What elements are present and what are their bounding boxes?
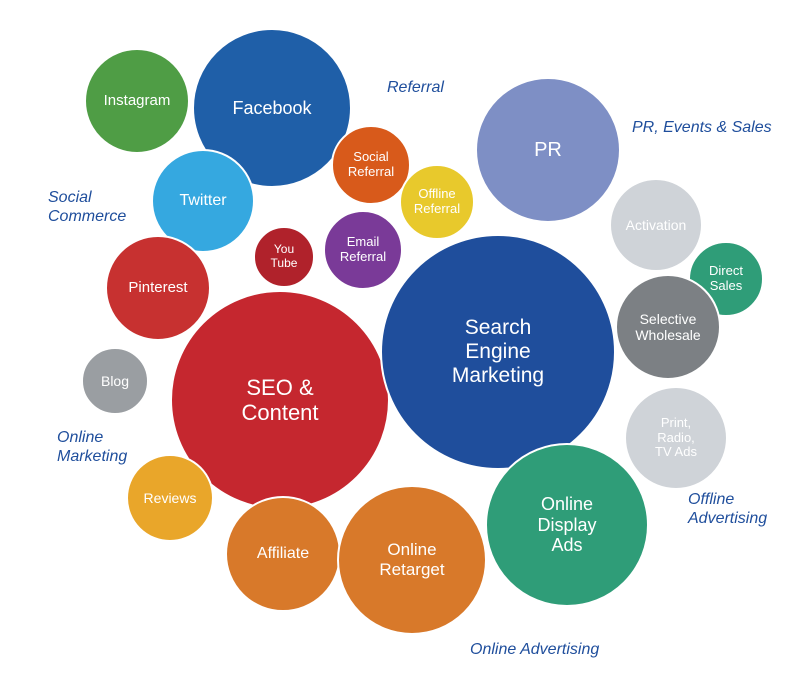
category-label-online-marketing: Online Marketing (57, 428, 127, 466)
bubble-label: Instagram (98, 92, 177, 109)
bubble-online-display: Online Display Ads (485, 443, 649, 607)
category-label-pr-events-sales: PR, Events & Sales (632, 118, 772, 137)
bubble-offline-referral: Offline Referral (399, 164, 475, 240)
category-label-online-advertising: Online Advertising (470, 640, 599, 659)
bubble-label: Facebook (226, 98, 317, 119)
bubble-affiliate: Affiliate (225, 496, 341, 612)
bubble-print-radio: Print, Radio, TV Ads (624, 386, 728, 490)
bubble-diagram: Instagram Facebook Twitter Social Referral O… (0, 0, 800, 700)
bubble-label: Social Referral (342, 150, 400, 180)
bubble-reviews: Reviews (126, 454, 214, 542)
bubble-youtube: You Tube (253, 226, 315, 288)
bubble-label: Direct Sales (703, 264, 749, 294)
category-label-social-commerce: Social Commerce (48, 188, 126, 226)
bubble-label: Reviews (138, 490, 203, 506)
bubble-label: Offline Referral (408, 187, 466, 217)
bubble-label: Online Retarget (373, 540, 450, 579)
bubble-label: Twitter (173, 192, 232, 210)
bubble-label: Search Engine Marketing (446, 316, 550, 388)
bubble-label: Activation (620, 217, 693, 233)
bubble-label: Email Referral (334, 235, 392, 265)
bubble-email-referral: Email Referral (323, 210, 403, 290)
bubble-label: Blog (95, 373, 135, 389)
bubble-label: Selective Wholesale (629, 311, 706, 343)
category-label-referral: Referral (387, 78, 444, 97)
bubble-label: PR (528, 139, 568, 162)
bubble-blog: Blog (81, 347, 149, 415)
bubble-pinterest: Pinterest (105, 235, 211, 341)
category-label-offline-advertising: Offline Advertising (688, 490, 767, 528)
bubble-label: Pinterest (122, 279, 193, 296)
bubble-pr: PR (475, 77, 621, 223)
bubble-online-retarget: Online Retarget (337, 485, 487, 635)
bubble-label: You Tube (265, 243, 304, 271)
bubble-instagram: Instagram (84, 48, 190, 154)
bubble-activation: Activation (609, 178, 703, 272)
bubble-selective: Selective Wholesale (615, 274, 721, 380)
bubble-label: Affiliate (251, 545, 315, 563)
bubble-search-engine: Search Engine Marketing (380, 234, 616, 470)
bubble-label: Print, Radio, TV Ads (649, 416, 703, 461)
bubble-label: Online Display Ads (531, 494, 602, 556)
bubble-label: SEO & Content (235, 375, 324, 426)
